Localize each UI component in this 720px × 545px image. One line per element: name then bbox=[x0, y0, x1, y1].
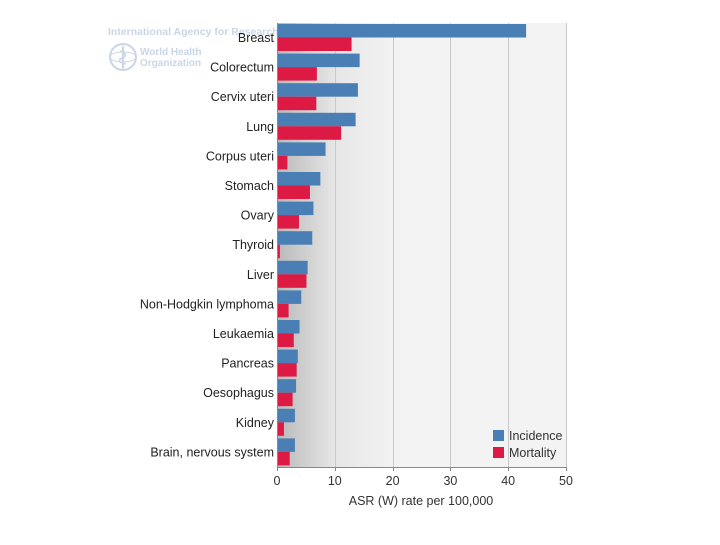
bar-incidence-oesophagus bbox=[278, 379, 297, 393]
category-label-lung: Lung bbox=[246, 120, 274, 134]
bar-incidence-cervix-uteri bbox=[278, 83, 358, 97]
bar-mortality-colorectum bbox=[278, 67, 317, 81]
x-tick-label-30: 30 bbox=[443, 474, 457, 488]
legend-swatch-incidence bbox=[493, 430, 504, 441]
bar-mortality-corpus-uteri bbox=[278, 155, 288, 170]
bar-mortality-non-hodgkin-lymphoma bbox=[278, 303, 289, 318]
category-label-oesophagus: Oesophagus bbox=[203, 386, 274, 400]
category-label-colorectum: Colorectum bbox=[210, 61, 274, 75]
bar-mortality-breast bbox=[278, 37, 352, 51]
bar-incidence-ovary bbox=[278, 201, 314, 216]
bar-incidence-lung bbox=[278, 112, 356, 127]
bar-mortality-brain-nervous-system bbox=[278, 451, 290, 466]
category-label-brain-nervous-system: Brain, nervous system bbox=[150, 445, 274, 459]
bar-mortality-thyroid bbox=[278, 244, 280, 259]
legend-label-mortality: Mortality bbox=[509, 446, 557, 460]
legend-swatch-mortality bbox=[493, 447, 504, 458]
bar-mortality-ovary bbox=[278, 215, 299, 229]
bar-mortality-pancreas bbox=[278, 363, 297, 377]
bar-incidence-non-hodgkin-lymphoma bbox=[278, 290, 302, 304]
legend: Incidence Mortality bbox=[493, 429, 563, 460]
bar-incidence-kidney bbox=[278, 408, 295, 423]
category-label-liver: Liver bbox=[247, 268, 274, 282]
plot-area bbox=[277, 23, 566, 467]
category-label-cervix-uteri: Cervix uteri bbox=[211, 90, 274, 104]
bar-mortality-leukaemia bbox=[278, 333, 294, 347]
who-emblem-icon bbox=[109, 43, 137, 71]
x-tick-label-10: 10 bbox=[328, 474, 342, 488]
x-tick-label-50: 50 bbox=[559, 474, 573, 488]
category-label-stomach: Stomach bbox=[225, 179, 274, 193]
bar-incidence-liver bbox=[278, 260, 308, 275]
x-ticks: 0 10 20 30 40 50 bbox=[274, 467, 573, 488]
category-labels: Breast Colorectum Cervix uteri Lung Corpus u… bbox=[140, 31, 275, 459]
category-label-thyroid: Thyroid bbox=[232, 238, 274, 252]
category-label-pancreas: Pancreas bbox=[221, 357, 274, 371]
bar-incidence-corpus-uteri bbox=[278, 142, 326, 156]
bar-incidence-stomach bbox=[278, 172, 321, 186]
bar-mortality-stomach bbox=[278, 185, 310, 199]
bar-incidence-pancreas bbox=[278, 349, 298, 364]
legend-label-incidence: Incidence bbox=[509, 429, 563, 443]
bar-mortality-oesophagus bbox=[278, 392, 293, 407]
category-label-ovary: Ovary bbox=[241, 209, 275, 223]
bar-mortality-liver bbox=[278, 274, 307, 288]
watermark-who-line2: Organization bbox=[140, 58, 201, 69]
category-label-leukaemia: Leukaemia bbox=[213, 327, 274, 341]
x-tick-label-40: 40 bbox=[501, 474, 515, 488]
x-axis-label: ASR (W) rate per 100,000 bbox=[349, 494, 494, 508]
category-label-kidney: Kidney bbox=[236, 416, 275, 430]
watermark-who-line1: World Health bbox=[140, 47, 201, 58]
bar-incidence-breast bbox=[278, 24, 527, 38]
category-label-non-hodgkin-lymphoma: Non-Hodgkin lymphoma bbox=[140, 297, 274, 311]
bar-incidence-brain-nervous-system bbox=[278, 438, 295, 452]
bar-incidence-leukaemia bbox=[278, 320, 300, 334]
category-label-breast: Breast bbox=[238, 31, 275, 45]
x-tick-label-0: 0 bbox=[274, 474, 281, 488]
x-tick-label-20: 20 bbox=[386, 474, 400, 488]
watermark: International Agency for Research on Can… bbox=[108, 26, 333, 71]
bar-mortality-kidney bbox=[278, 422, 284, 436]
watermark-org-text: International Agency for Research on Can… bbox=[108, 26, 333, 38]
category-label-corpus-uteri: Corpus uteri bbox=[206, 149, 274, 163]
bar-incidence-thyroid bbox=[278, 231, 313, 245]
bar-mortality-lung bbox=[278, 126, 342, 140]
bar-mortality-cervix-uteri bbox=[278, 96, 317, 111]
bar-incidence-colorectum bbox=[278, 53, 360, 68]
bars bbox=[278, 24, 527, 466]
gridlines bbox=[335, 23, 567, 467]
